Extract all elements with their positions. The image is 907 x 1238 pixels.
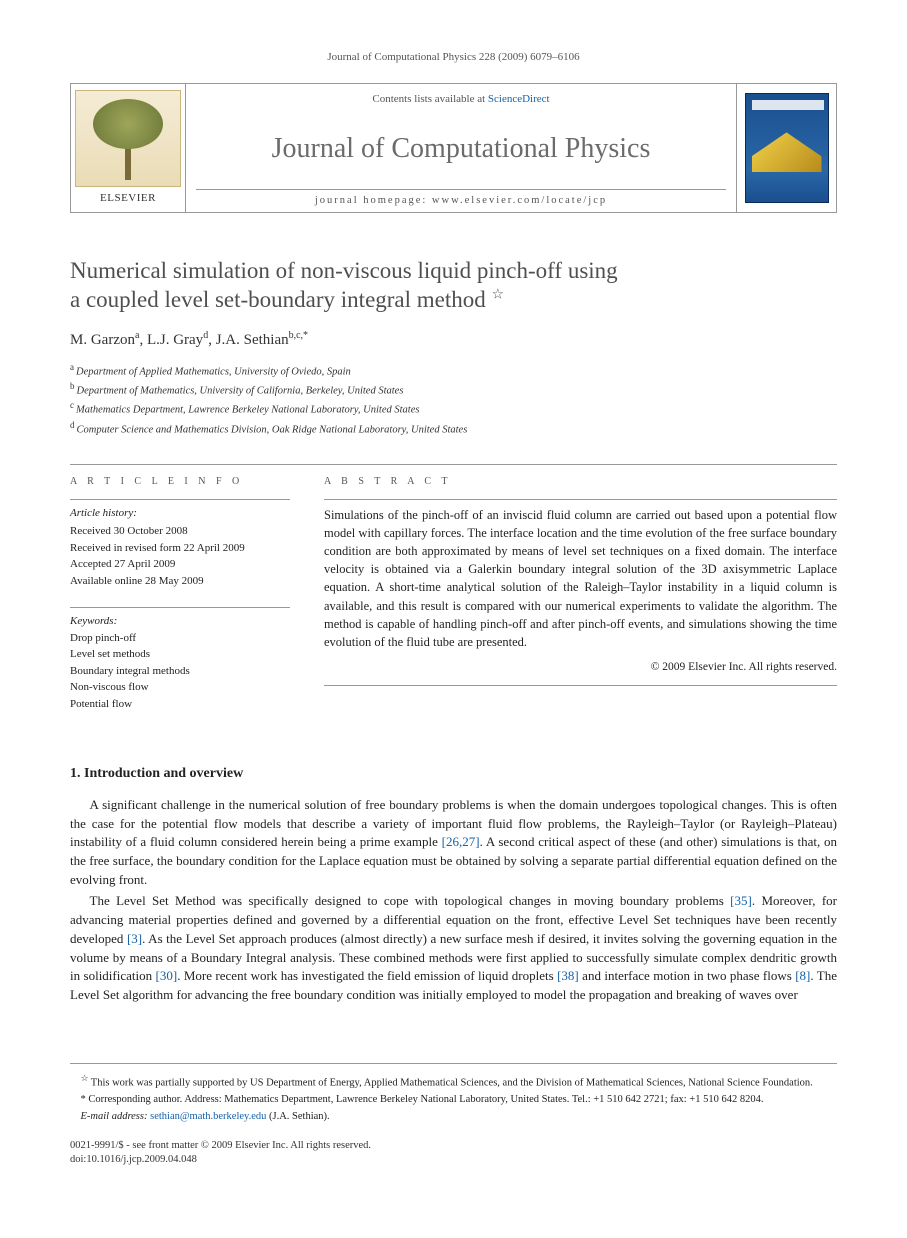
abstract-text: Simulations of the pinch-off of an invis… bbox=[324, 506, 837, 651]
citation-link[interactable]: [26,27] bbox=[442, 834, 480, 849]
body-section: 1. Introduction and overview A significa… bbox=[70, 764, 837, 1005]
sciencedirect-link[interactable]: ScienceDirect bbox=[488, 93, 550, 105]
email-label: E-mail address: bbox=[81, 1111, 148, 1122]
affil-d: dComputer Science and Mathematics Divisi… bbox=[70, 419, 837, 438]
abstract-copyright: © 2009 Elsevier Inc. All rights reserved… bbox=[324, 659, 837, 675]
author-3: J.A. Sethian bbox=[216, 332, 289, 348]
abstract-column: A B S T R A C T Simulations of the pinch… bbox=[324, 465, 837, 712]
article-info-column: A R T I C L E I N F O Article history: R… bbox=[70, 465, 290, 712]
rule bbox=[70, 607, 290, 608]
rule bbox=[70, 499, 290, 500]
rule bbox=[324, 685, 837, 686]
keyword-item: Drop pinch-off bbox=[70, 630, 290, 647]
author-1: M. Garzon bbox=[70, 332, 135, 348]
keyword-item: Boundary integral methods bbox=[70, 663, 290, 680]
title-line-2: a coupled level set-boundary integral me… bbox=[70, 287, 486, 312]
info-abstract-row: A R T I C L E I N F O Article history: R… bbox=[70, 464, 837, 712]
doi-line: doi:10.1016/j.jcp.2009.04.048 bbox=[70, 1153, 837, 1168]
rule bbox=[324, 499, 837, 500]
text-run: . More recent work has investigated the … bbox=[177, 968, 557, 983]
author-2: L.J. Gray bbox=[147, 332, 203, 348]
contents-available-line: Contents lists available at ScienceDirec… bbox=[372, 92, 549, 107]
history-item: Available online 28 May 2009 bbox=[70, 573, 290, 590]
email-person: (J.A. Sethian). bbox=[266, 1111, 329, 1122]
corresponding-footnote: * Corresponding author. Address: Mathema… bbox=[70, 1093, 837, 1108]
text-run: This work was partially supported by US … bbox=[88, 1078, 812, 1089]
elsevier-tree-icon bbox=[75, 90, 181, 187]
history-item: Received 30 October 2008 bbox=[70, 523, 290, 540]
title-line-1: Numerical simulation of non-viscous liqu… bbox=[70, 258, 618, 283]
citation-link[interactable]: [30] bbox=[156, 968, 178, 983]
text-run: and interface motion in two phase flows bbox=[579, 968, 795, 983]
publisher-logo-block: ELSEVIER bbox=[71, 84, 186, 212]
affil-c: cMathematics Department, Lawrence Berkel… bbox=[70, 399, 837, 418]
keywords-label: Keywords: bbox=[70, 614, 290, 629]
title-footnote-marker: ☆ bbox=[492, 287, 505, 302]
article-page: Journal of Computational Physics 228 (20… bbox=[0, 0, 907, 1208]
journal-cover-icon bbox=[745, 93, 829, 203]
citation-link[interactable]: [8] bbox=[795, 968, 810, 983]
publisher-name: ELSEVIER bbox=[100, 191, 156, 206]
affil-b: bDepartment of Mathematics, University o… bbox=[70, 380, 837, 399]
author-list: M. Garzona, L.J. Grayd, J.A. Sethianb,c,… bbox=[70, 329, 837, 351]
issn-line: 0021-9991/$ - see front matter © 2009 El… bbox=[70, 1139, 837, 1154]
text-run: Corresponding author. Address: Mathemati… bbox=[86, 1094, 764, 1105]
abstract-heading: A B S T R A C T bbox=[324, 475, 837, 489]
keyword-item: Potential flow bbox=[70, 696, 290, 713]
email-footnote: E-mail address: sethian@math.berkeley.ed… bbox=[70, 1110, 837, 1125]
body-paragraph: The Level Set Method was specifically de… bbox=[70, 892, 837, 1005]
cover-thumb-block bbox=[736, 84, 836, 212]
citation-link[interactable]: [3] bbox=[127, 931, 142, 946]
funding-footnote: ☆ This work was partially supported by U… bbox=[70, 1072, 837, 1091]
keywords-lines: Drop pinch-off Level set methods Boundar… bbox=[70, 630, 290, 713]
article-info-heading: A R T I C L E I N F O bbox=[70, 475, 290, 489]
contents-prefix: Contents lists available at bbox=[372, 93, 487, 105]
history-label: Article history: bbox=[70, 506, 290, 521]
citation-link[interactable]: [35] bbox=[730, 893, 752, 908]
journal-masthead: ELSEVIER Contents lists available at Sci… bbox=[70, 83, 837, 213]
journal-name: Journal of Computational Physics bbox=[272, 129, 651, 168]
author-2-affil: d bbox=[203, 330, 208, 341]
keyword-item: Level set methods bbox=[70, 646, 290, 663]
running-head: Journal of Computational Physics 228 (20… bbox=[70, 50, 837, 65]
citation-link[interactable]: [38] bbox=[557, 968, 579, 983]
article-title: Numerical simulation of non-viscous liqu… bbox=[70, 257, 837, 315]
affil-a: aDepartment of Applied Mathematics, Univ… bbox=[70, 361, 837, 380]
journal-homepage-line: journal homepage: www.elsevier.com/locat… bbox=[196, 189, 726, 209]
keyword-item: Non-viscous flow bbox=[70, 679, 290, 696]
section-heading-1: 1. Introduction and overview bbox=[70, 764, 837, 784]
history-item: Accepted 27 April 2009 bbox=[70, 556, 290, 573]
affiliations-block: aDepartment of Applied Mathematics, Univ… bbox=[70, 361, 837, 438]
text-run: The Level Set Method was specifically de… bbox=[90, 893, 731, 908]
history-lines: Received 30 October 2008 Received in rev… bbox=[70, 523, 290, 589]
footnotes-block: ☆ This work was partially supported by U… bbox=[70, 1063, 837, 1125]
body-paragraph: A significant challenge in the numerical… bbox=[70, 796, 837, 890]
email-link[interactable]: sethian@math.berkeley.edu bbox=[150, 1111, 266, 1122]
author-1-affil: a bbox=[135, 330, 139, 341]
author-3-affil: b,c,* bbox=[289, 330, 308, 341]
masthead-center: Contents lists available at ScienceDirec… bbox=[186, 84, 736, 212]
footer-block: 0021-9991/$ - see front matter © 2009 El… bbox=[70, 1139, 837, 1168]
history-item: Received in revised form 22 April 2009 bbox=[70, 540, 290, 557]
